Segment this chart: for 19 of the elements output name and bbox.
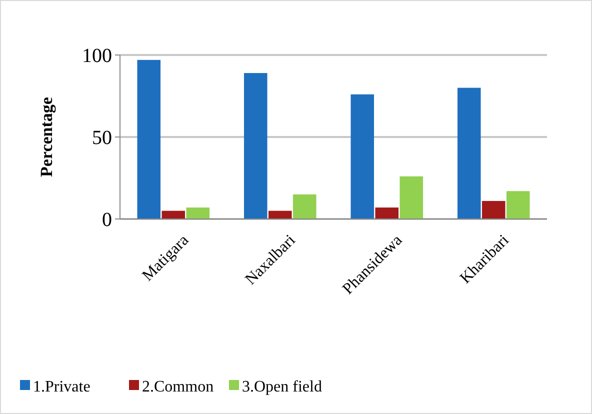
bar xyxy=(350,94,374,219)
bar xyxy=(482,200,506,219)
bar xyxy=(292,194,316,219)
legend-label: 2.Common xyxy=(142,378,214,396)
bar xyxy=(400,176,424,219)
bar xyxy=(506,191,530,219)
bar xyxy=(137,60,161,219)
bar xyxy=(268,210,292,219)
bar xyxy=(375,208,399,219)
y-tick-label: 50 xyxy=(92,127,112,149)
bar xyxy=(162,210,186,219)
bar xyxy=(244,73,268,219)
bar xyxy=(457,88,481,219)
y-tick-label: 100 xyxy=(82,45,112,67)
bar xyxy=(186,208,210,219)
legend-label: 1.Private xyxy=(33,378,90,396)
y-axis-title: Percentage xyxy=(37,96,56,177)
legend-label: 3.Open field xyxy=(242,378,322,396)
y-tick-label: 0 xyxy=(102,209,112,231)
